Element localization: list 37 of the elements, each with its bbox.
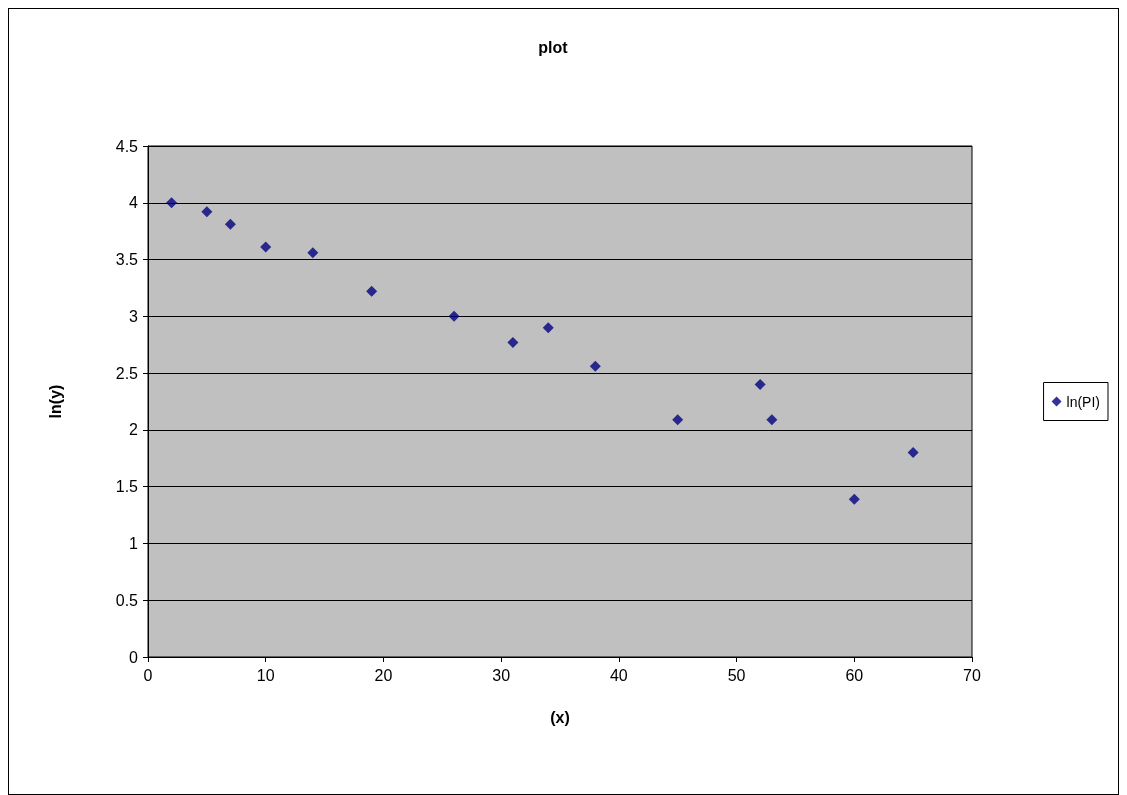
y-tick-label: 2.5 (115, 364, 139, 382)
point (542, 322, 554, 334)
y-tick-label: 3.5 (115, 251, 139, 269)
point (366, 285, 378, 297)
x-tick-label: 10 (256, 666, 275, 684)
y-tick-label: 3 (129, 307, 139, 325)
x-tick-label: 60 (845, 666, 864, 684)
point (224, 218, 236, 230)
y-tick-label: 0.5 (115, 591, 139, 609)
x-axis-title: (x) (550, 708, 570, 726)
point (507, 336, 519, 348)
point (672, 414, 684, 426)
y-tick-label: 1 (129, 534, 139, 552)
x-tick-label: 30 (492, 666, 511, 684)
y-tick-label: 0 (129, 648, 139, 666)
point (166, 197, 178, 209)
chart-title: plot (538, 38, 569, 56)
y-tick-label: 4 (129, 194, 139, 212)
legend-label: ln(PI) (1066, 393, 1100, 410)
point (307, 247, 319, 259)
point (589, 360, 601, 372)
x-tick-label: 70 (963, 666, 981, 684)
point (766, 414, 778, 426)
x-tick-label: 20 (374, 666, 393, 684)
y-tick-label: 2 (129, 421, 139, 439)
point (754, 378, 766, 390)
x-tick-label: 50 (727, 666, 746, 684)
point (907, 447, 919, 459)
x-tick-label: 40 (609, 666, 628, 684)
point (260, 241, 272, 253)
y-tick-label: 4.5 (115, 137, 139, 155)
point (201, 206, 213, 218)
point (848, 493, 860, 505)
y-axis-title: ln(y) (46, 384, 64, 419)
x-tick-label: 0 (143, 666, 153, 684)
y-tick-label: 1.5 (115, 478, 139, 496)
point (448, 310, 460, 322)
